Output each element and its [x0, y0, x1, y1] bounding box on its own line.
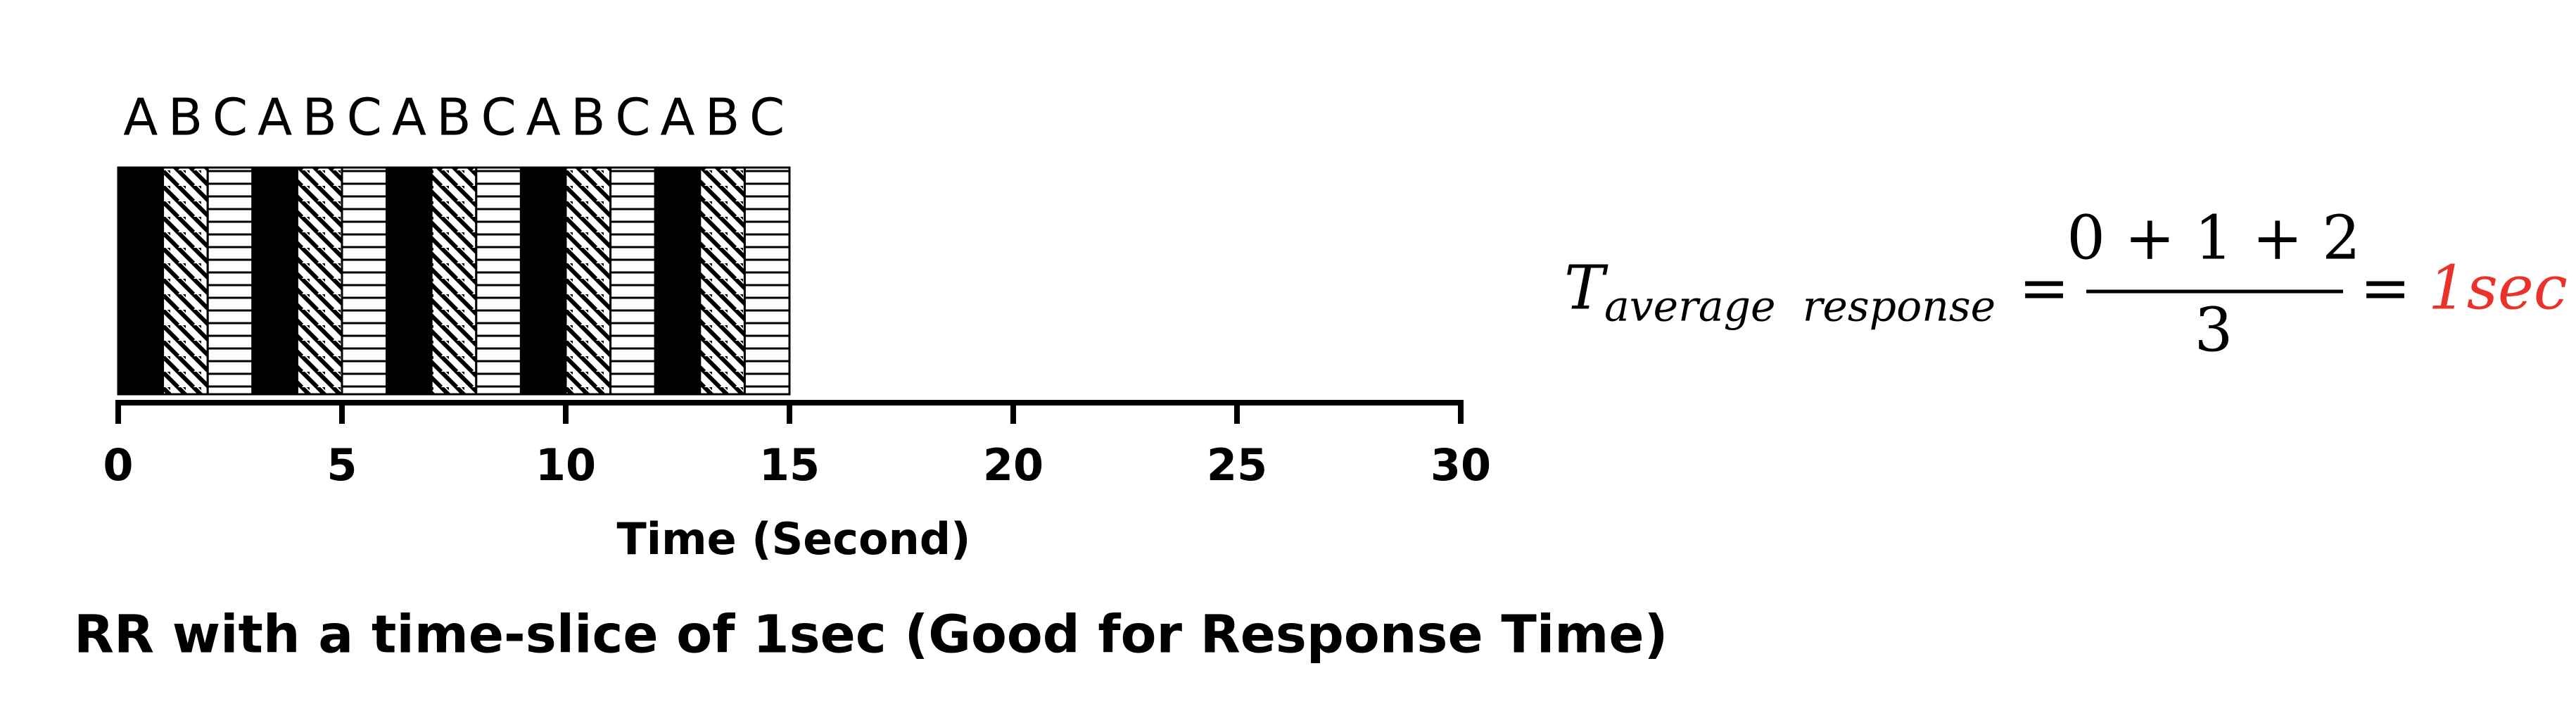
process-label: B — [302, 88, 336, 147]
segment — [564, 166, 612, 396]
segment — [206, 166, 254, 396]
x-tick-label: 20 — [983, 439, 1043, 491]
process-label: A — [258, 88, 292, 147]
segment — [341, 166, 388, 396]
formula-result: 1sec — [2428, 253, 2568, 324]
segment — [386, 166, 433, 396]
segment — [162, 166, 209, 396]
x-tick-label: 15 — [759, 439, 820, 491]
segment — [699, 166, 746, 396]
segment — [609, 166, 656, 396]
process-label: C — [347, 88, 382, 147]
process-label: C — [212, 88, 248, 147]
segment — [743, 166, 791, 396]
numerator: 0 + 1 + 2 — [2067, 203, 2361, 274]
segment — [251, 166, 298, 396]
formula-symbol: T — [1564, 253, 1609, 324]
x-tick-label: 25 — [1207, 439, 1267, 491]
process-label: B — [168, 88, 203, 147]
segment — [296, 166, 343, 396]
process-label: B — [571, 88, 605, 147]
process-label: A — [526, 88, 561, 147]
caption: RR with a time-slice of 1sec (Good for R… — [74, 605, 1668, 665]
denominator: 3 — [2195, 296, 2233, 366]
x-tick-label: 10 — [535, 439, 596, 491]
process-label: C — [615, 88, 650, 147]
segment — [475, 166, 522, 396]
process-label: B — [705, 88, 740, 147]
process-label: B — [436, 88, 471, 147]
process-label: A — [123, 88, 158, 147]
x-tick-label: 30 — [1430, 439, 1491, 491]
x-tick-label: 5 — [326, 439, 357, 491]
process-label: A — [660, 88, 694, 147]
equals-sign: = — [2019, 253, 2069, 324]
segment — [519, 166, 567, 396]
equals-sign: = — [2360, 253, 2411, 324]
formula: T average response = 0 + 1 + 2 3 = 1sec — [1564, 203, 2568, 366]
segment — [654, 166, 702, 396]
segment — [117, 166, 165, 396]
process-label: C — [749, 88, 785, 147]
segment — [430, 166, 478, 396]
process-label: A — [392, 88, 426, 147]
x-axis-label: Time (Second) — [616, 513, 970, 565]
formula-subscript: average response — [1604, 282, 1996, 332]
x-tick-label: 0 — [103, 439, 133, 491]
process-label: C — [481, 88, 516, 147]
